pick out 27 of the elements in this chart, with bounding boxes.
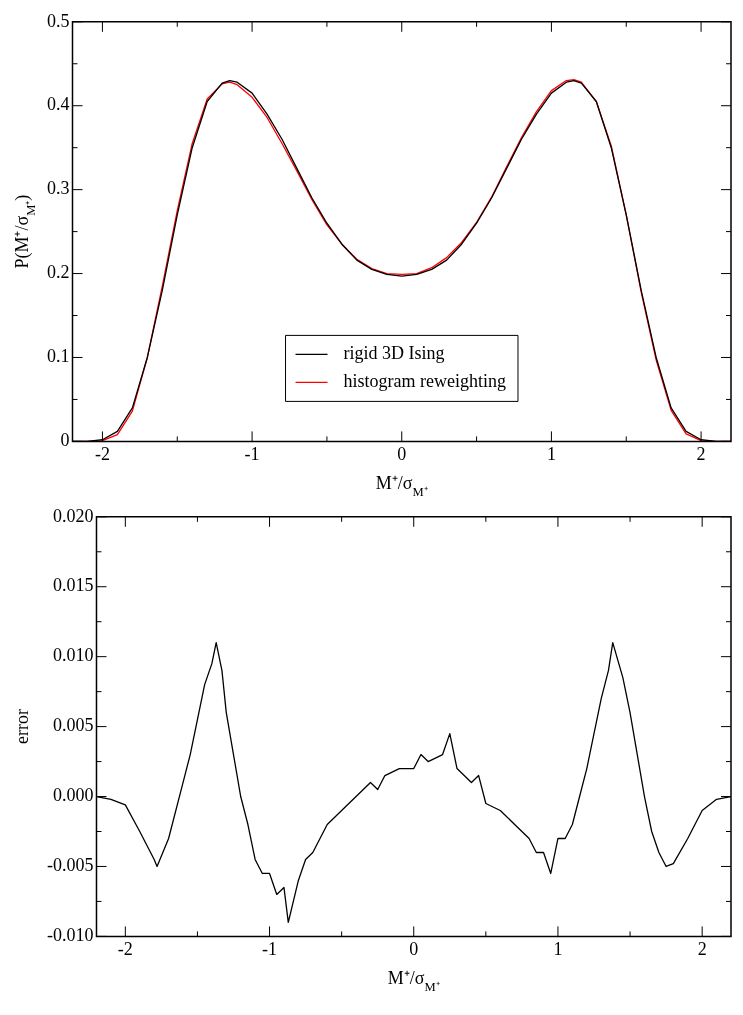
x-tick-label: -1 [244,443,260,464]
x-tick-label: -2 [117,938,133,959]
y-tick-label: 0.020 [52,505,94,526]
y-axis-title: P(M⁺/σM⁺) [12,194,39,269]
y-tick-label: -0.010 [46,925,94,946]
legend-label: rigid 3D Ising [343,343,445,364]
x-tick-label: 2 [696,443,706,464]
y-tick-label: -0.005 [46,855,94,876]
x-tick-label: 1 [546,443,556,464]
x-tick-label: -1 [262,938,278,959]
y-tick-label: 0.005 [52,715,94,736]
y-tick-label: 0.4 [47,94,70,115]
x-tick-label: 1 [553,938,563,959]
x-tick-label: 0 [397,443,407,464]
y-axis-title: error [12,709,32,745]
x-tick-label: 2 [697,938,707,959]
y-tick-label: 0.010 [52,645,94,666]
legend-label: histogram reweighting [343,371,506,392]
y-tick-label: 0.2 [47,262,70,283]
y-tick-label: 0.000 [52,785,94,806]
x-tick-label: -2 [94,443,110,464]
y-tick-label: 0.015 [52,575,94,596]
y-tick-label: 0.5 [47,10,70,31]
y-tick-label: 0 [60,430,70,451]
y-tick-label: 0.3 [47,178,70,199]
x-tick-label: 0 [409,938,419,959]
y-tick-label: 0.1 [47,346,70,367]
